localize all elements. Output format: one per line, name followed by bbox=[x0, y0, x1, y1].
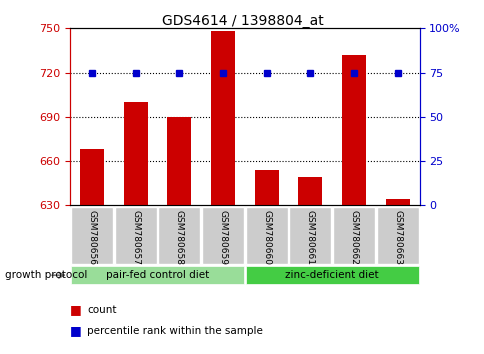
Bar bbox=[123, 102, 148, 205]
Text: GSM780660: GSM780660 bbox=[262, 210, 271, 265]
Text: GSM780658: GSM780658 bbox=[175, 210, 183, 265]
Bar bbox=[254, 170, 278, 205]
Bar bbox=[289, 206, 331, 264]
Text: GSM780663: GSM780663 bbox=[393, 210, 401, 265]
Bar bbox=[211, 31, 235, 205]
Bar bbox=[245, 267, 418, 284]
Text: zinc-deficient diet: zinc-deficient diet bbox=[285, 270, 378, 280]
Text: ■: ■ bbox=[70, 303, 82, 316]
Text: ■: ■ bbox=[70, 325, 82, 337]
Bar bbox=[333, 206, 374, 264]
Bar bbox=[202, 206, 243, 264]
Bar bbox=[341, 55, 365, 205]
Text: GSM780662: GSM780662 bbox=[349, 210, 358, 265]
Text: growth protocol: growth protocol bbox=[5, 270, 87, 280]
Bar bbox=[385, 199, 409, 205]
Bar bbox=[158, 206, 200, 264]
Text: count: count bbox=[87, 305, 117, 315]
Text: GDS4614 / 1398804_at: GDS4614 / 1398804_at bbox=[161, 14, 323, 28]
Text: GSM780659: GSM780659 bbox=[218, 210, 227, 265]
Bar bbox=[80, 149, 104, 205]
Text: pair-fed control diet: pair-fed control diet bbox=[106, 270, 209, 280]
Bar bbox=[71, 206, 113, 264]
Text: percentile rank within the sample: percentile rank within the sample bbox=[87, 326, 263, 336]
Bar bbox=[167, 117, 191, 205]
Bar bbox=[376, 206, 418, 264]
Text: GSM780661: GSM780661 bbox=[305, 210, 314, 265]
Bar bbox=[115, 206, 156, 264]
Text: GSM780656: GSM780656 bbox=[88, 210, 96, 265]
Text: GSM780657: GSM780657 bbox=[131, 210, 140, 265]
Bar bbox=[298, 177, 322, 205]
Bar bbox=[71, 267, 243, 284]
Bar bbox=[245, 206, 287, 264]
